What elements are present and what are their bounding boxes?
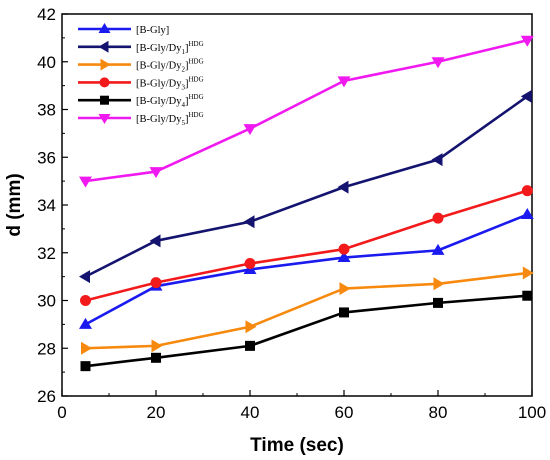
triangle-down-marker xyxy=(520,35,534,47)
legend-item: [B-Gly/Dy2]HDG xyxy=(78,58,204,74)
series-layer xyxy=(79,35,534,372)
y-tick-label: 32 xyxy=(37,244,56,263)
x-tick-label: 80 xyxy=(429,403,448,422)
triangle-left-marker xyxy=(243,215,255,229)
y-axis-title: d (mm) xyxy=(4,173,25,236)
series-3 xyxy=(81,266,534,355)
circle-marker xyxy=(338,243,350,255)
legend-label: [B-Gly/Dy4]HDG xyxy=(136,93,204,109)
square-marker xyxy=(245,340,255,351)
y-tick-label: 40 xyxy=(37,53,56,72)
x-tick-label: 0 xyxy=(57,403,66,422)
legend-item: [B-Gly/Dy5]HDG xyxy=(78,111,204,127)
circle-marker xyxy=(432,212,444,224)
square-marker xyxy=(80,361,91,372)
square-marker xyxy=(151,352,161,363)
triangle-left-marker xyxy=(431,153,443,167)
legend-label: [B-Gly/Dy1]HDG xyxy=(136,40,204,56)
series-4 xyxy=(80,185,533,306)
square-marker xyxy=(522,290,533,301)
y-tick-label: 36 xyxy=(37,148,56,167)
y-tick-label: 38 xyxy=(37,101,56,120)
y-axis: 26 28 30 32 34 36 38 40 42 xyxy=(37,5,68,406)
triangle-down-marker xyxy=(98,114,111,124)
circle-marker xyxy=(521,185,533,197)
triangle-left-marker xyxy=(149,234,161,248)
square-marker xyxy=(339,307,349,318)
x-tick-label: 20 xyxy=(147,403,166,422)
legend-label: [B-Gly] xyxy=(136,25,169,36)
y-tick-label: 30 xyxy=(37,292,56,311)
y-tick-label: 34 xyxy=(37,196,56,215)
triangle-right-marker xyxy=(81,341,92,355)
series-line xyxy=(85,189,528,302)
series-5 xyxy=(80,290,533,372)
y-tick-label: 42 xyxy=(37,5,56,24)
x-tick-label: 100 xyxy=(518,403,546,422)
triangle-down-marker xyxy=(337,76,351,88)
series-2 xyxy=(79,89,532,284)
triangle-left-marker xyxy=(520,89,532,103)
series-6 xyxy=(79,35,534,188)
triangle-right-marker xyxy=(522,266,534,280)
legend-item: [B-Gly/Dy4]HDG xyxy=(78,93,204,109)
triangle-left-marker xyxy=(79,270,90,284)
triangle-down-marker xyxy=(79,176,92,188)
legend-item: [B-Gly/Dy1]HDG xyxy=(78,40,204,56)
square-marker xyxy=(100,95,109,105)
series-line xyxy=(85,294,528,368)
x-axis: 0 20 40 60 80 100 xyxy=(57,390,546,422)
x-tick-label: 40 xyxy=(241,403,260,422)
circle-marker xyxy=(150,277,162,289)
triangle-down-marker xyxy=(149,167,163,179)
series-line xyxy=(85,271,528,350)
series-1 xyxy=(79,208,534,329)
series-line xyxy=(85,38,528,183)
triangle-up-marker xyxy=(337,251,351,263)
triangle-right-marker xyxy=(151,339,163,353)
x-axis-title: Time (sec) xyxy=(250,435,344,456)
series-line xyxy=(84,213,528,326)
x-tick-label: 60 xyxy=(335,403,354,422)
circle-marker xyxy=(244,257,256,269)
legend-item: [B-Gly] xyxy=(78,23,169,36)
triangle-left-marker xyxy=(337,180,349,194)
y-tick-label: 26 xyxy=(37,387,56,406)
legend: [B-Gly][B-Gly/Dy1]HDG[B-Gly/Dy2]HDG[B-Gl… xyxy=(78,23,204,127)
square-marker xyxy=(433,297,443,308)
series-line xyxy=(84,95,529,278)
legend-item: [B-Gly/Dy3]HDG xyxy=(78,75,204,91)
triangle-down-marker xyxy=(431,57,445,69)
legend-label: [B-Gly/Dy5]HDG xyxy=(136,111,204,127)
triangle-up-marker xyxy=(520,208,534,220)
triangle-right-marker xyxy=(339,282,351,296)
triangle-down-marker xyxy=(243,124,257,136)
triangle-right-marker xyxy=(433,277,445,291)
triangle-up-marker xyxy=(431,243,445,255)
circle-marker xyxy=(99,77,110,88)
triangle-right-marker xyxy=(100,58,111,71)
y-tick-label: 28 xyxy=(37,339,56,358)
triangle-left-marker xyxy=(98,40,109,53)
legend-label: [B-Gly/Dy2]HDG xyxy=(136,58,204,74)
triangle-up-marker xyxy=(79,317,92,329)
triangle-up-marker xyxy=(98,23,111,33)
triangle-right-marker xyxy=(245,320,257,334)
circle-marker xyxy=(80,295,91,306)
legend-label: [B-Gly/Dy3]HDG xyxy=(136,75,204,91)
